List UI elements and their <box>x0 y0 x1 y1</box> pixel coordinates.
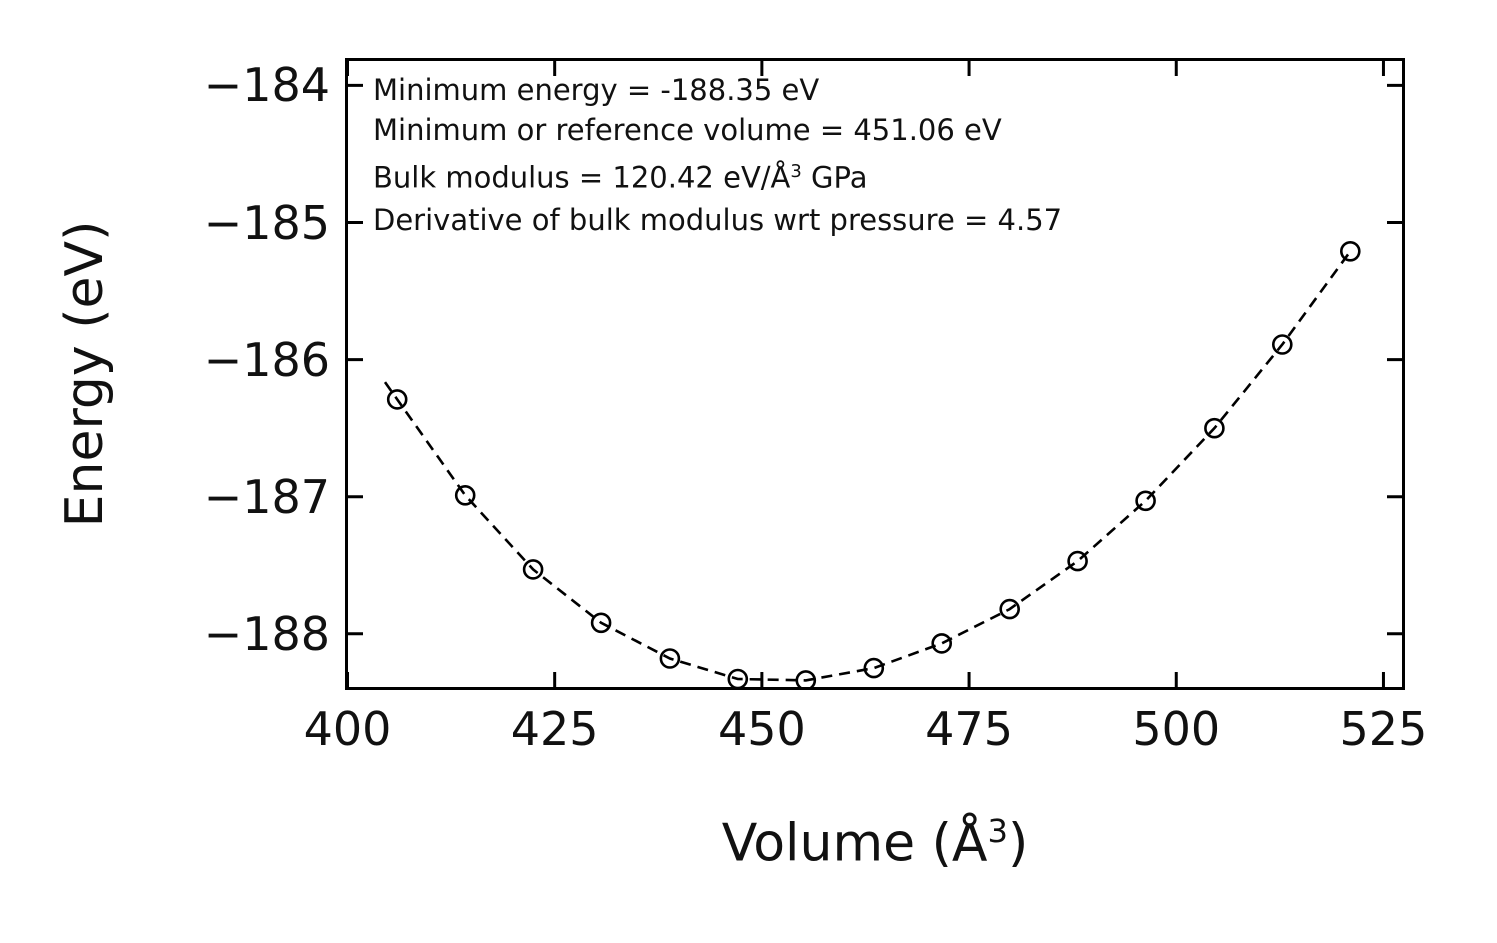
x-tick-label: 500 <box>1132 702 1221 756</box>
data-point-marker <box>931 633 953 654</box>
data-point-marker <box>1271 334 1293 355</box>
x-tick-label: 400 <box>303 702 392 756</box>
y-axis-title: Energy (eV) <box>55 221 115 528</box>
data-point-marker <box>522 559 544 580</box>
y-tick-label: −184 <box>203 58 330 113</box>
annotation-bulk-modulus-derivative: Derivative of bulk modulus wrt pressure … <box>373 202 1063 237</box>
data-point-marker <box>386 389 408 410</box>
annotation-min-energy: Minimum energy = -188.35 eV <box>373 73 820 107</box>
x-tick-label: 525 <box>1339 702 1428 756</box>
x-axis-title: Volume (Å3) <box>721 812 1029 874</box>
data-point-marker <box>1067 550 1088 572</box>
y-axis-title-text: Energy (eV) <box>55 220 115 528</box>
y-tick-label: −185 <box>203 195 330 250</box>
annotation-min-volume: Minimum or reference volume = 451.06 eV <box>373 113 1002 147</box>
data-point-marker <box>1204 417 1225 439</box>
annotation-bulk-modulus: Bulk modulus = 120.42 eV/Å3 GPa <box>373 160 868 195</box>
y-tick-label: −186 <box>203 332 330 387</box>
x-tick-label: 475 <box>925 702 1013 756</box>
axes-spines <box>345 58 1405 690</box>
data-point-marker <box>590 612 612 634</box>
y-tick-label: −187 <box>203 469 330 524</box>
annotation-box: Minimum energy = -188.35 eV Minimum or r… <box>373 72 1062 242</box>
eos-fit-curve <box>383 250 1352 682</box>
data-point-marker <box>454 484 476 506</box>
data-point-marker <box>863 657 885 679</box>
plot-area <box>345 58 1405 690</box>
data-point-marker <box>999 598 1021 620</box>
y-tick-label: −188 <box>203 606 330 661</box>
x-tick-label: 450 <box>717 702 806 756</box>
data-point-marker <box>659 648 681 669</box>
data-point-marker <box>1339 241 1361 262</box>
data-point-marker <box>1135 490 1156 512</box>
x-tick-label: 425 <box>510 702 599 756</box>
